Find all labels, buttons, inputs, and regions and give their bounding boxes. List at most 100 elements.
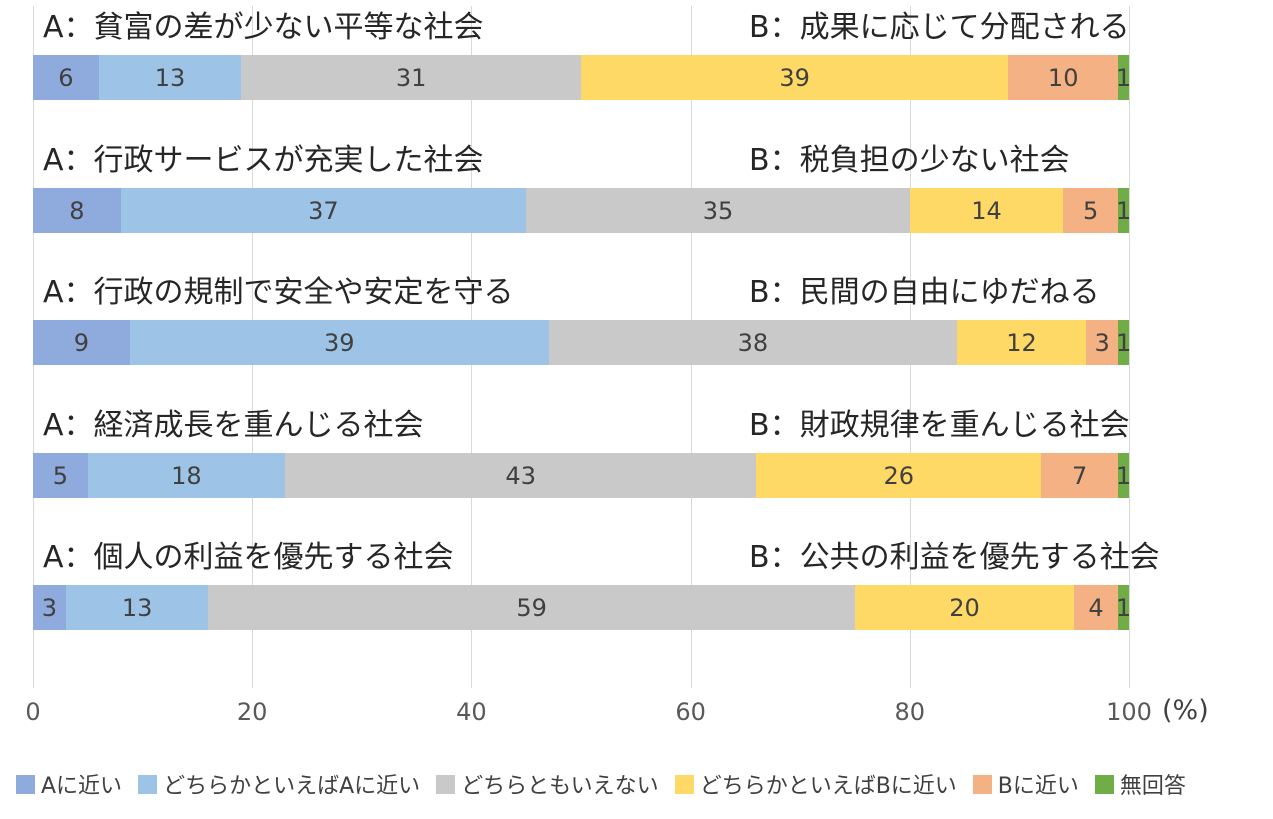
segment-value-label: 1: [1115, 593, 1132, 622]
legend-item: Bに近い: [972, 768, 1079, 800]
segment-value-label: 5: [1082, 196, 1099, 225]
bar-segment: 3: [1086, 320, 1119, 365]
legend-label: どちらともいえない: [461, 774, 659, 799]
segment-value-label: 6: [58, 63, 74, 92]
segment-value-label: 8: [69, 196, 85, 225]
bar-segment: 5: [33, 453, 88, 498]
bar-segment: 3: [33, 585, 66, 630]
bar-segment: 43: [285, 453, 757, 498]
segment-value-label: 3: [41, 593, 58, 622]
bar-segment: 39: [580, 55, 1009, 100]
segment-value-label: 39: [323, 328, 355, 357]
segment-value-label: 7: [1072, 461, 1088, 490]
pair-labels-1: A：貧富の差が少ない平等な社会 B：成果に応じて分配される: [33, 8, 1130, 48]
bar-segment: 18: [87, 453, 286, 498]
segment-value-label: 1: [1115, 328, 1132, 357]
gridline-100: [1129, 6, 1130, 688]
legend-swatch-icon: [16, 774, 35, 794]
legend-label: どちらかといえばBに近い: [699, 774, 957, 799]
bar-segment: 14: [909, 188, 1064, 233]
segment-value-label: 4: [1088, 593, 1104, 622]
b-option-label: B：財政規律を重んじる社会: [749, 408, 1130, 443]
segment-value-label: 18: [171, 461, 202, 490]
bar-segment: 1: [1115, 320, 1132, 365]
bar-segment: 31: [241, 55, 581, 100]
legend-item: どちらかといえばBに近い: [674, 768, 957, 800]
segment-value-label: 1: [1115, 196, 1132, 225]
x-axis-unit: (%): [1162, 695, 1209, 726]
segment-value-label: 37: [308, 196, 339, 225]
legend: Aに近い どちらかといえばAに近い どちらともいえない どちらかといえばBに近い Bに近…: [16, 768, 1186, 800]
segment-value-label: 43: [505, 461, 536, 490]
row-group-4: A：経済成長を重んじる社会 B：財政規律を重んじる社会 5 18 43 26 7 1: [33, 406, 1132, 498]
legend-item: 無回答: [1094, 768, 1186, 800]
segment-value-label: 14: [971, 196, 1002, 225]
bar-segment: 4: [1074, 585, 1118, 630]
legend-item: Aに近い: [16, 768, 122, 800]
segment-value-label: 10: [1047, 63, 1079, 92]
bar-segment: 39: [129, 320, 549, 365]
segment-value-label: 35: [702, 196, 734, 225]
bar-segment: 13: [65, 585, 209, 630]
legend-item: どちらかといえばAに近い: [138, 768, 420, 800]
segment-value-label: 9: [73, 328, 89, 357]
stacked-bar-3: 9 39 38 12 3 1: [33, 320, 1132, 365]
segment-value-label: 20: [949, 593, 980, 622]
segment-value-label: 13: [121, 593, 153, 622]
legend-item: どちらともいえない: [436, 768, 659, 800]
segment-value-label: 39: [779, 63, 810, 92]
a-option-label: A：経済成長を重んじる社会: [43, 408, 424, 443]
segment-value-label: 5: [52, 461, 69, 490]
stacked-bar-4: 5 18 43 26 7 1: [33, 453, 1132, 498]
bar-segment: 1: [1115, 585, 1132, 630]
bar-segment: 20: [854, 585, 1075, 630]
b-option-label: B：税負担の少ない社会: [749, 143, 1070, 178]
bar-segment: 10: [1008, 55, 1118, 100]
segment-value-label: 59: [516, 593, 547, 622]
x-tick-label-60: 60: [675, 698, 706, 726]
legend-swatch-icon: [972, 774, 992, 794]
x-tick-label-20: 20: [236, 698, 268, 726]
row-group-1: A：貧富の差が少ない平等な社会 B：成果に応じて分配される 6 13 31 39 10 1: [33, 8, 1132, 100]
bar-segment: 8: [33, 188, 121, 233]
legend-label: Bに近い: [997, 774, 1079, 799]
row-group-2: A：行政サービスが充実した社会 B：税負担の少ない社会 8 37 35 14 5 1: [33, 141, 1132, 233]
bar-segment: 12: [957, 320, 1086, 365]
bar-segment: 35: [526, 188, 910, 233]
legend-swatch-icon: [674, 774, 694, 794]
segment-value-label: 13: [154, 63, 186, 92]
bar-segment: 5: [1063, 188, 1119, 233]
legend-label: Aに近い: [41, 774, 123, 799]
bar-segment: 7: [1041, 453, 1118, 498]
stacked-bar-2: 8 37 35 14 5 1: [33, 188, 1132, 233]
segment-value-label: 1: [1115, 63, 1132, 92]
bar-segment: 26: [756, 453, 1042, 498]
segment-value-label: 26: [883, 461, 915, 490]
legend-swatch-icon: [436, 774, 456, 794]
row-group-3: A：行政の規制で安全や安定を守る B：民間の自由にゆだねる 9 39 38 12 3 1: [33, 273, 1132, 365]
a-option-label: A：貧富の差が少ない平等な社会: [43, 10, 484, 45]
legend-label: 無回答: [1119, 774, 1186, 799]
b-option-label: B：公共の利益を優先する社会: [749, 540, 1160, 575]
segment-value-label: 3: [1094, 328, 1110, 357]
segment-value-label: 1: [1115, 461, 1132, 490]
x-tick-label-100: 100: [1106, 698, 1152, 726]
row-group-5: A：個人の利益を優先する社会 B：公共の利益を優先する社会 3 13 59 20 4 1: [33, 538, 1160, 630]
stacked-bar-1: 6 13 31 39 10 1: [33, 55, 1132, 100]
stacked-bar-5: 3 13 59 20 4 1: [33, 585, 1132, 630]
segment-value-label: 31: [395, 63, 427, 92]
bar-segment: 1: [1115, 188, 1132, 233]
x-tick-label-80: 80: [894, 698, 926, 726]
bar-segment: 37: [120, 188, 527, 233]
legend-label: どちらかといえばAに近い: [163, 774, 421, 799]
pair-labels-3: A：行政の規制で安全や安定を守る B：民間の自由にゆだねる: [33, 273, 1129, 313]
a-option-label: A：行政の規制で安全や安定を守る: [43, 275, 514, 310]
pair-labels-2: A：行政サービスが充実した社会 B：税負担の少ない社会: [33, 141, 1129, 181]
bar-segment: 59: [208, 585, 855, 630]
plot-area: A：貧富の差が少ない平等な社会 B：成果に応じて分配される 6 13 31 39 10 1 A：…: [33, 0, 1160, 688]
a-option-label: A：行政サービスが充実した社会: [43, 143, 484, 178]
b-option-label: B：成果に応じて分配される: [749, 10, 1130, 45]
bar-segment: 6: [33, 55, 99, 100]
bar-segment: 38: [548, 320, 958, 365]
